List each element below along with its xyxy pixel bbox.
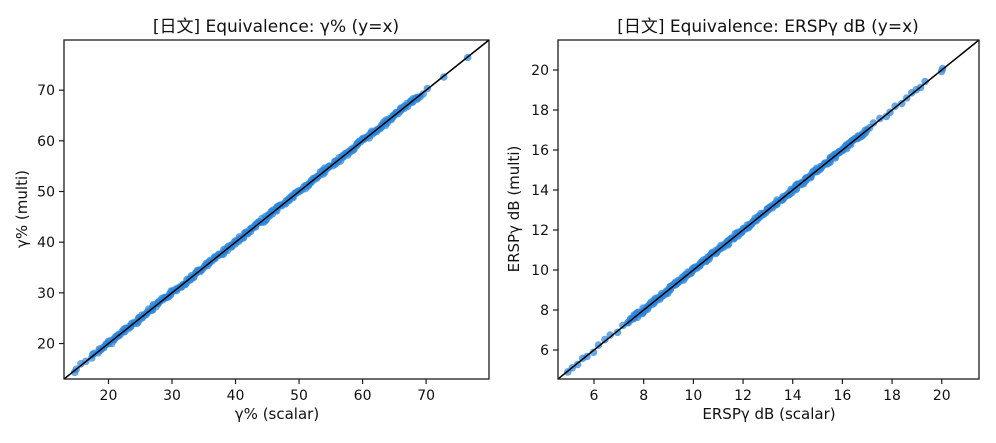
data-point bbox=[869, 119, 878, 127]
y-tick-label: 30 bbox=[37, 286, 55, 302]
identity-line bbox=[557, 39, 980, 380]
x-tick-label: 12 bbox=[734, 388, 752, 404]
axes-spines bbox=[63, 39, 490, 380]
y-tick-label: 70 bbox=[37, 83, 55, 99]
y-tick-label: 40 bbox=[37, 235, 55, 251]
right-plot-ylabel: ERSPγ dB (multi) bbox=[505, 145, 523, 273]
data-point bbox=[606, 331, 614, 339]
x-tick-label: 70 bbox=[417, 388, 435, 404]
data-point bbox=[589, 348, 598, 357]
left-plot-title: [日文] Equivalence: γ% (y=x) bbox=[152, 17, 400, 37]
y-ticks: 20 30 40 50 60 70 bbox=[37, 83, 64, 353]
x-tick-label: 20 bbox=[933, 388, 951, 404]
y-tick-label: 8 bbox=[540, 303, 549, 319]
y-tick-label: 16 bbox=[531, 143, 549, 159]
y-tick-label: 20 bbox=[37, 337, 55, 353]
data-point bbox=[601, 335, 609, 344]
x-tick-label: 18 bbox=[883, 388, 901, 404]
data-point bbox=[876, 114, 884, 123]
identity-line bbox=[63, 39, 490, 380]
data-point bbox=[419, 90, 428, 98]
x-tick-label: 6 bbox=[590, 388, 599, 404]
y-tick-label: 14 bbox=[531, 183, 549, 199]
y-tick-label: 60 bbox=[37, 134, 55, 150]
x-tick-label: 10 bbox=[684, 388, 702, 404]
x-tick-label: 60 bbox=[354, 388, 372, 404]
y-tick-label: 18 bbox=[531, 103, 549, 119]
plot-erspy-db: 6 8 10 12 14 16 18 20 6 8 10 12 14 16 18 20 bbox=[531, 39, 980, 404]
x-tick-label: 50 bbox=[290, 388, 308, 404]
left-plot-ylabel: γ% (multi) bbox=[13, 170, 31, 248]
plot-gamma-percent: 20 30 40 50 60 70 20 30 40 50 60 70 bbox=[37, 39, 490, 404]
x-tick-label: 20 bbox=[100, 388, 118, 404]
data-point bbox=[891, 102, 899, 110]
x-tick-label: 14 bbox=[784, 388, 802, 404]
x-tick-label: 30 bbox=[163, 388, 181, 404]
x-tick-label: 8 bbox=[639, 388, 648, 404]
right-plot-xlabel: ERSPγ dB (scalar) bbox=[702, 405, 836, 423]
left-plot-xlabel: γ% (scalar) bbox=[234, 405, 320, 423]
y-tick-label: 12 bbox=[531, 223, 549, 239]
x-tick-label: 40 bbox=[227, 388, 245, 404]
y-tick-label: 6 bbox=[540, 343, 549, 359]
axes-spines bbox=[557, 39, 980, 380]
y-tick-label: 10 bbox=[531, 263, 549, 279]
x-ticks: 20 30 40 50 60 70 bbox=[100, 379, 435, 404]
y-tick-label: 20 bbox=[531, 63, 549, 79]
y-ticks: 6 8 10 12 14 16 18 20 bbox=[531, 63, 558, 359]
data-point bbox=[921, 77, 929, 86]
y-tick-label: 50 bbox=[37, 185, 55, 201]
right-plot-title: [日文] Equivalence: ERSPγ dB (y=x) bbox=[617, 17, 919, 37]
x-tick-label: 16 bbox=[833, 388, 851, 404]
x-ticks: 6 8 10 12 14 16 18 20 bbox=[590, 379, 951, 404]
